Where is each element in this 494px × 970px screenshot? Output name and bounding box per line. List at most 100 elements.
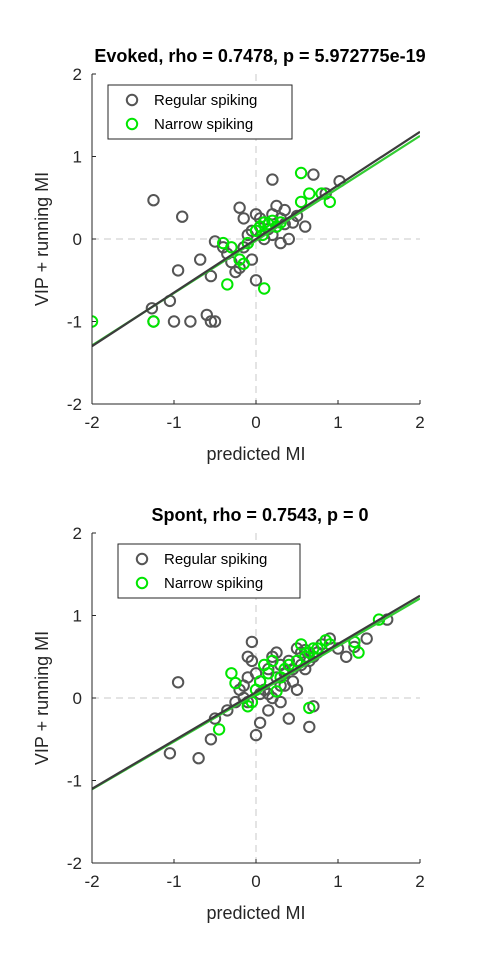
y-axis-label: VIP + running MI <box>32 631 52 765</box>
data-point-regular <box>266 173 279 186</box>
x-axis-label: predicted MI <box>206 903 305 923</box>
chart-title: Evoked, rho = 0.7478, p = 5.972775e-19 <box>94 46 425 66</box>
data-point-regular <box>204 733 218 746</box>
data-point-regular <box>208 315 222 328</box>
data-point-regular <box>184 315 197 328</box>
x-tick-label: 1 <box>333 413 342 432</box>
y-tick-label: -1 <box>67 772 82 791</box>
data-point-narrow <box>270 685 283 698</box>
y-tick-label: 0 <box>73 689 82 708</box>
legend-marker-narrow <box>135 576 149 590</box>
data-point-narrow <box>303 187 316 200</box>
data-point-narrow <box>323 195 336 209</box>
legend-marker-regular <box>135 552 149 566</box>
legend-marker-narrow <box>125 117 139 131</box>
legend: Regular spiking Narrow spiking <box>107 84 293 140</box>
data-point-narrow <box>294 638 308 651</box>
y-tick-label: -2 <box>67 854 82 873</box>
evoked-panel: -2 -1 0 1 2 -2 -1 0 1 2 Evoked, rho = 0.7478, p = … <box>32 46 426 464</box>
spont-panel: -2 -1 0 1 2 -2 -1 0 1 2 Spont, rho = 0.7543, p = 0… <box>32 505 425 923</box>
y-tick-label: 1 <box>73 607 82 626</box>
data-point-regular <box>204 315 218 328</box>
y-tick-label: 2 <box>73 65 82 84</box>
legend-box <box>107 84 293 140</box>
data-point-regular <box>307 168 320 181</box>
scatter-points <box>92 166 346 328</box>
data-point-regular <box>249 728 263 742</box>
data-point-regular <box>290 683 304 696</box>
data-point-regular <box>249 274 263 287</box>
legend-label-narrow: Narrow spiking <box>154 116 253 133</box>
data-point-narrow <box>258 282 271 295</box>
data-point-regular <box>245 635 259 649</box>
y-tick-label: 2 <box>73 524 82 543</box>
data-point-regular <box>145 302 159 315</box>
data-point-regular <box>221 704 234 717</box>
data-point-narrow <box>225 241 238 254</box>
data-point-regular <box>192 752 205 765</box>
y-tick-label: -1 <box>67 313 82 332</box>
data-point-narrow <box>256 228 269 242</box>
data-point-narrow <box>352 646 365 659</box>
legend-label-narrow: Narrow spiking <box>164 575 263 592</box>
data-point-narrow <box>253 675 267 688</box>
data-point-regular <box>253 716 267 729</box>
data-point-regular <box>282 712 295 725</box>
data-point-regular <box>176 210 189 223</box>
data-point-regular <box>171 264 185 277</box>
chart-title: Spont, rho = 0.7543, p = 0 <box>151 505 368 525</box>
x-tick-label: -1 <box>166 413 181 432</box>
data-point-regular <box>241 650 255 663</box>
data-point-narrow <box>311 642 324 655</box>
data-point-narrow <box>294 195 308 209</box>
y-tick-label: 1 <box>73 148 82 167</box>
x-tick-label: 1 <box>333 872 342 891</box>
legend-label-regular: Regular spiking <box>154 92 257 109</box>
x-tick-label: 2 <box>415 413 424 432</box>
scatter-points <box>163 613 394 765</box>
legend-marker-regular <box>125 93 139 107</box>
data-point-regular <box>262 704 275 717</box>
data-point-narrow <box>212 723 226 736</box>
legend: Regular spiking Narrow spiking <box>117 543 301 599</box>
data-point-regular <box>360 632 373 645</box>
data-point-narrow <box>229 676 242 690</box>
data-point-narrow <box>294 166 308 180</box>
data-point-regular <box>171 676 185 689</box>
fit-line-regular <box>92 594 420 790</box>
data-point-regular <box>208 235 222 248</box>
data-point-regular <box>204 269 218 283</box>
y-axis-label: VIP + running MI <box>32 172 52 306</box>
data-point-regular <box>194 253 207 266</box>
x-axis-label: predicted MI <box>206 444 305 464</box>
data-point-regular <box>274 236 287 250</box>
x-tick-label: 0 <box>251 413 260 432</box>
legend-label-regular: Regular spiking <box>164 551 267 568</box>
x-tick-label: -2 <box>84 413 99 432</box>
data-point-regular <box>340 650 353 663</box>
x-tick-label: -1 <box>166 872 181 891</box>
data-point-regular <box>233 201 246 214</box>
data-point-regular <box>303 720 316 734</box>
data-point-regular <box>167 315 181 328</box>
data-point-narrow <box>307 642 320 655</box>
data-point-regular <box>163 747 177 760</box>
data-point-regular <box>278 203 291 217</box>
data-point-narrow <box>303 701 316 715</box>
y-tick-label: -2 <box>67 395 82 414</box>
fit-line-regular <box>92 130 420 348</box>
data-point-regular <box>299 220 312 233</box>
x-tick-label: -2 <box>84 872 99 891</box>
data-point-regular <box>262 687 275 701</box>
data-point-regular <box>147 194 160 207</box>
data-point-narrow <box>237 257 250 270</box>
y-tick-label: 0 <box>73 230 82 249</box>
legend-box <box>117 543 301 599</box>
data-point-regular <box>237 212 250 225</box>
data-point-narrow <box>147 315 160 328</box>
data-point-narrow <box>262 667 275 680</box>
x-tick-label: 0 <box>251 872 260 891</box>
data-point-narrow <box>221 278 234 291</box>
x-tick-label: 2 <box>415 872 424 891</box>
